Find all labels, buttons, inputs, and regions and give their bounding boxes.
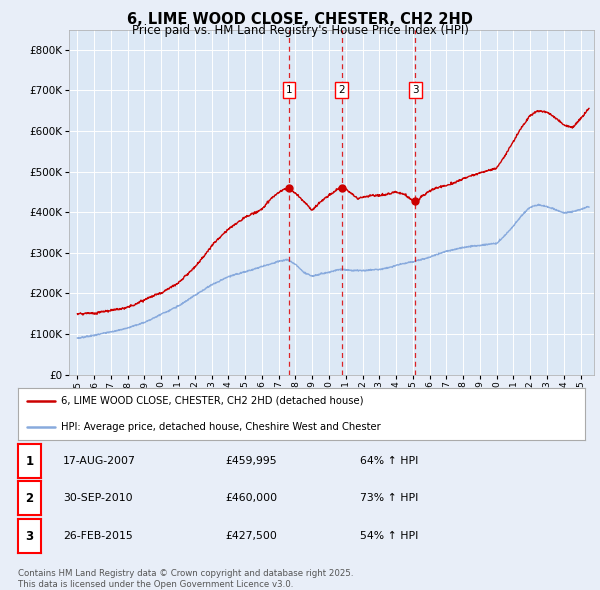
Text: 73% ↑ HPI: 73% ↑ HPI <box>360 493 418 503</box>
Text: £459,995: £459,995 <box>225 456 277 466</box>
Text: HPI: Average price, detached house, Cheshire West and Chester: HPI: Average price, detached house, Ches… <box>61 422 380 431</box>
Text: 64% ↑ HPI: 64% ↑ HPI <box>360 456 418 466</box>
Text: Price paid vs. HM Land Registry's House Price Index (HPI): Price paid vs. HM Land Registry's House … <box>131 24 469 37</box>
Text: 6, LIME WOOD CLOSE, CHESTER, CH2 2HD (detached house): 6, LIME WOOD CLOSE, CHESTER, CH2 2HD (de… <box>61 396 363 405</box>
Text: £427,500: £427,500 <box>225 531 277 541</box>
Text: 3: 3 <box>25 529 34 543</box>
Text: £460,000: £460,000 <box>225 493 277 503</box>
Text: 26-FEB-2015: 26-FEB-2015 <box>63 531 133 541</box>
Text: 3: 3 <box>412 86 419 96</box>
Text: 30-SEP-2010: 30-SEP-2010 <box>63 493 133 503</box>
Text: 2: 2 <box>338 86 345 96</box>
Text: 1: 1 <box>286 86 292 96</box>
Text: 6, LIME WOOD CLOSE, CHESTER, CH2 2HD: 6, LIME WOOD CLOSE, CHESTER, CH2 2HD <box>127 12 473 27</box>
Text: 54% ↑ HPI: 54% ↑ HPI <box>360 531 418 541</box>
Text: Contains HM Land Registry data © Crown copyright and database right 2025.
This d: Contains HM Land Registry data © Crown c… <box>18 569 353 589</box>
Text: 2: 2 <box>25 491 34 505</box>
Text: 17-AUG-2007: 17-AUG-2007 <box>63 456 136 466</box>
Text: 1: 1 <box>25 454 34 468</box>
